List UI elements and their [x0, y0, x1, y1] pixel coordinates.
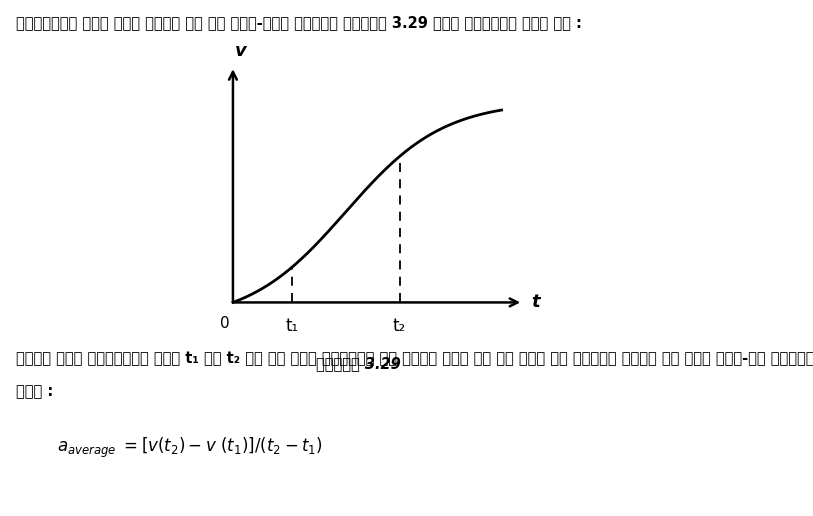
Text: v: v: [235, 42, 247, 60]
Text: t: t: [531, 294, 540, 312]
Text: चित्र 3.29: चित्र 3.29: [316, 356, 401, 371]
Text: t₂: t₂: [393, 317, 406, 335]
Text: t₁: t₁: [285, 317, 298, 335]
Text: हैं :: हैं :: [16, 384, 54, 399]
Text: 0: 0: [220, 316, 230, 331]
Text: नीचे दिए सूत्रों में t₁ से t₂ तक के समय अंतराल की अवधि में कण की गति का वर्णन कर: नीचे दिए सूत्रों में t₁ से t₂ तक के समय …: [16, 351, 813, 366]
Text: $a_{average}$ $= [v(t_2) - v\ (t_1)]/(t_2 - t_1)$: $a_{average}$ $= [v(t_2) - v\ (t_1)]/(t_…: [57, 436, 323, 460]
Text: एकिवमीय गति में किसी कण का वेग-समय ग्राफ चित्र 3.29 में दिखाया गया है :: एकिवमीय गति में किसी कण का वेग-समय ग्राफ…: [16, 15, 582, 30]
